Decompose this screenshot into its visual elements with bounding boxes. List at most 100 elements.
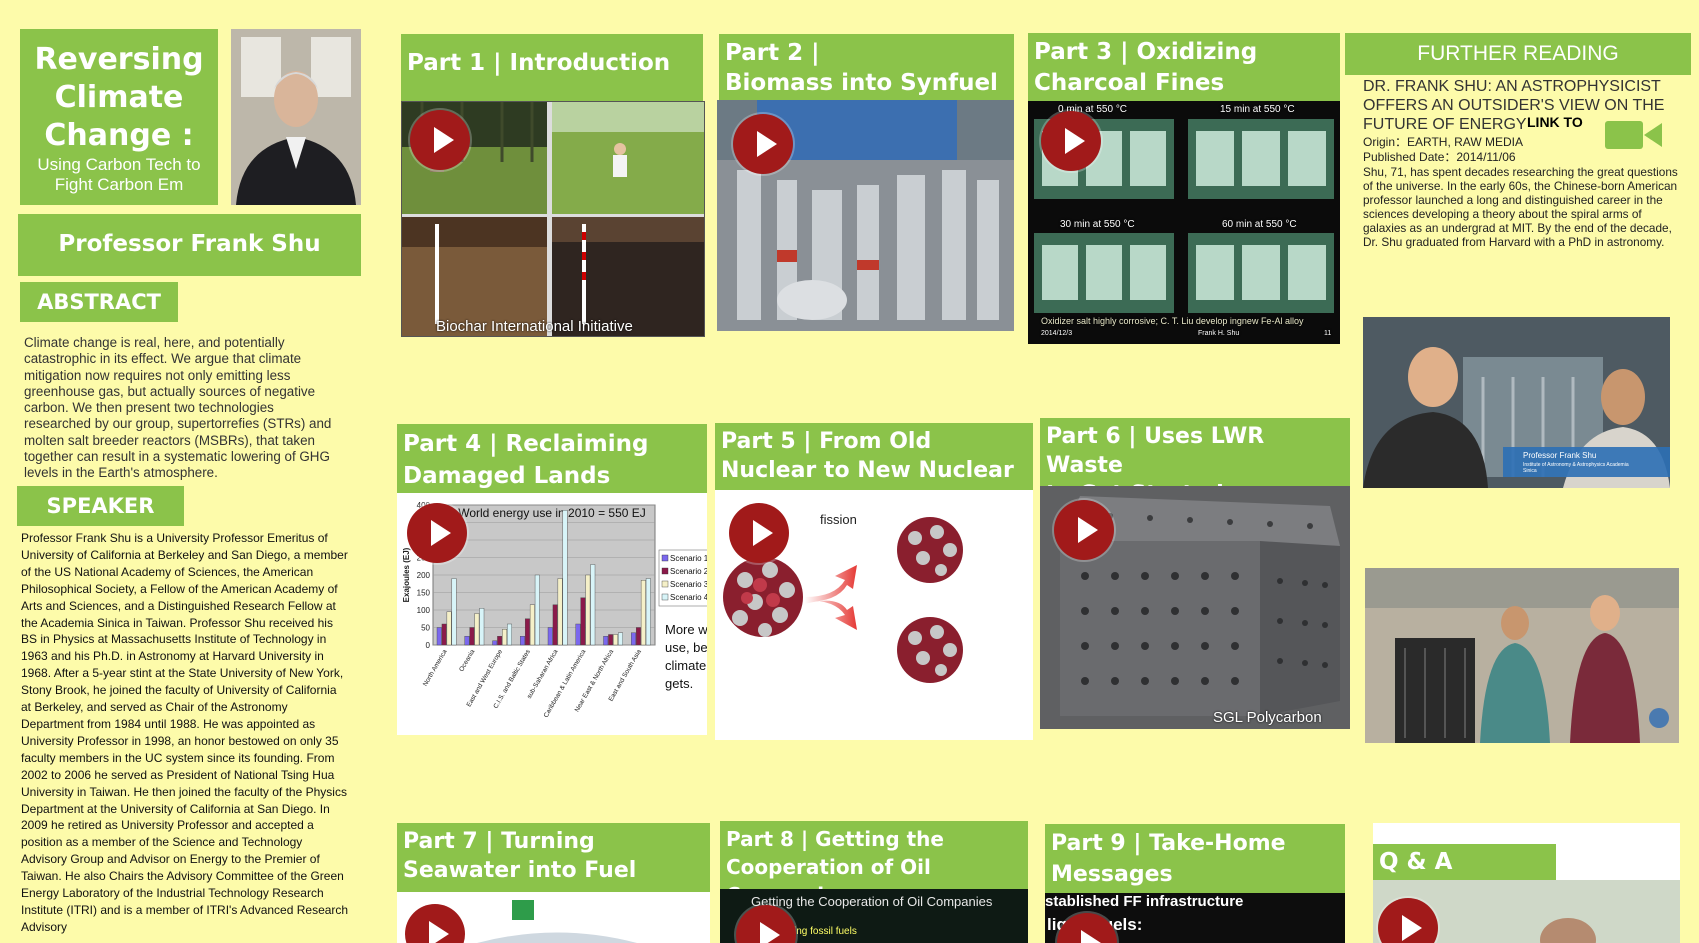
part-5-header: Part 5 | From Old Nuclear to New Nuclear (715, 423, 1033, 490)
part-4-video-thumbnail[interactable]: 400350300250200150100500Exajoules (EJ)Wo… (397, 493, 707, 735)
further-reading-link-label[interactable]: LINK TO (1527, 114, 1583, 130)
part-4-header: Part 4 | Reclaiming Damaged Lands (397, 424, 707, 493)
chart-bar (469, 627, 475, 646)
chart-legend-entry: Scenario 1 (670, 554, 707, 563)
title-subtitle: Using Carbon Tech to Fight Carbon Em (37, 155, 201, 194)
chart-x-tick-label: sub-Saharan Africa (526, 648, 560, 700)
part-3-label-60min: 60 min at 550 °C (1222, 219, 1297, 230)
chart-legend-swatch (661, 593, 669, 601)
part-3-image (1028, 101, 1340, 344)
chart-bar (547, 627, 553, 646)
part-3-title-line-2: Charcoal Fines (1034, 70, 1225, 96)
part-5-video-thumbnail[interactable]: fission (715, 490, 1033, 740)
part-2-title-line-1: Part 2 | (725, 40, 820, 66)
chart-bar (507, 623, 512, 646)
part-2-video-thumbnail[interactable] (717, 100, 1014, 331)
further-reading-heading: FURTHER READING (1345, 33, 1691, 75)
speaker-photo (231, 29, 361, 205)
qa-video-thumbnail[interactable] (1373, 880, 1680, 943)
chart-bar (635, 627, 641, 646)
chart-bar (524, 618, 530, 646)
video-camera-icon[interactable] (1604, 118, 1664, 152)
further-reading-video-1[interactable]: Professor Frank Shu Institute of Astrono… (1363, 317, 1670, 488)
chart-bar (590, 564, 596, 646)
part-7-video-thumbnail[interactable] (397, 892, 710, 943)
further-reading-origin: Origin：EARTH, RAW MEDIA (1363, 135, 1524, 149)
part-2-play-icon[interactable] (733, 114, 793, 174)
part-8-title-line-1: Part 8 | Getting the (726, 827, 944, 851)
part-3-footnote-author: Frank H. Shu (1198, 330, 1240, 337)
further-reading-summary: Shu, 71, has spent decades researching t… (1363, 165, 1678, 250)
chart-bar (436, 627, 442, 646)
chart-bar (552, 604, 558, 646)
part-9-title-line-2: Messages (1051, 862, 1173, 887)
chart-bar (464, 636, 470, 646)
chart-x-tick-label: North America (422, 648, 449, 687)
chart-legend-entry: Scenario 2 (670, 567, 707, 576)
part-1-title: Part 1 | Introduction (407, 50, 671, 76)
chart-legend-entry: Scenario 4 (670, 593, 707, 602)
qa-play-icon[interactable] (1378, 898, 1438, 943)
chart-legend-swatch (661, 554, 669, 562)
chart-bar (580, 597, 586, 646)
further-reading-video-2[interactable] (1365, 568, 1679, 743)
chart-legend-entry: Scenario 3 (670, 580, 707, 589)
part-5-play-icon[interactable] (729, 503, 789, 563)
chart-bar (585, 574, 591, 646)
part-3-label-30min: 30 min at 550 °C (1060, 219, 1135, 230)
chart-bar (502, 629, 508, 646)
part-9-slide-line-1: stablished FF infrastructure (1045, 893, 1244, 910)
speaker-portrait-image (231, 29, 361, 205)
part-5-title-line-1: Part 5 | From Old (721, 429, 932, 454)
part-1-video-thumbnail[interactable]: Biochar International Initiative (401, 101, 705, 337)
speaker-name-banner: Professor Frank Shu (18, 214, 361, 276)
part-8-slide-text: burning fossil fuels (774, 926, 857, 937)
qa-header: Q & A (1373, 844, 1556, 880)
part-9-video-thumbnail[interactable]: stablished FF infrastructure liquid fuel… (1045, 893, 1345, 943)
chart-bar (631, 632, 636, 646)
part-8-play-icon[interactable] (736, 905, 796, 943)
further-reading-video-2-image (1365, 568, 1679, 743)
chart-bar (446, 611, 452, 646)
chart-legend-swatch (661, 567, 669, 575)
chart-y-tick-label: 50 (421, 624, 430, 633)
part-4-title-line-2: Damaged Lands (403, 463, 611, 489)
part-8-video-thumbnail[interactable]: Getting the Cooperation of Oil Companies… (720, 889, 1028, 943)
video-camera-icon-shape (1605, 121, 1662, 149)
part-3-label-15min: 15 min at 550 °C (1220, 104, 1295, 115)
chart-x-tick-label: East and South Asia (608, 648, 644, 703)
chart-y-tick-label: 0 (426, 641, 431, 650)
further-reading-published: Published Date：2014/11/06 (1363, 150, 1516, 164)
part-3-header: Part 3 | Oxidizing Charcoal Fines (1028, 33, 1340, 101)
chart-bar (479, 608, 485, 646)
part-1-play-icon[interactable] (410, 110, 470, 170)
part-3-video-thumbnail[interactable]: 0 min at 550 °C 15 min at 550 °C 30 min … (1028, 101, 1340, 344)
part-9-title-line-1: Part 9 | Take-Home (1051, 831, 1286, 856)
chart-bar (613, 634, 619, 646)
chart-annotation-line: gets. (665, 676, 693, 691)
part-4-play-icon[interactable] (407, 503, 467, 563)
fission-label: fission (820, 512, 857, 527)
lower-third-name: Professor Frank Shu (1523, 451, 1597, 460)
chart-bar (529, 604, 535, 646)
part-5-title-line-2: Nuclear to New Nuclear (721, 458, 1014, 483)
chart-bar (608, 634, 614, 646)
chart-bar (645, 578, 651, 646)
chart-y-tick-label: 200 (417, 571, 431, 580)
part-3-footnote-page: 11 (1324, 330, 1332, 337)
part-7-image (477, 900, 637, 943)
part-6-video-thumbnail[interactable]: SGL Polycarbon (1040, 486, 1350, 729)
part-3-footnote-date: 2014/12/3 (1041, 330, 1073, 337)
chart-bar (640, 580, 646, 646)
part-5-fission-image (723, 517, 963, 683)
chart-bar (474, 613, 480, 646)
part-7-header: Part 7 | Turning Seawater into Fuel (397, 823, 710, 892)
part-3-label-0min: 0 min at 550 °C (1058, 104, 1128, 115)
chart-bar (557, 578, 563, 646)
chart-annotation-line: climate (665, 658, 706, 673)
chart-bar (497, 636, 503, 646)
part-3-play-icon[interactable] (1041, 111, 1101, 171)
part-6-play-icon[interactable] (1054, 500, 1114, 560)
speaker-bio: Professor Frank Shu is a University Prof… (21, 531, 349, 934)
title-line-1: Reversing (34, 42, 204, 77)
